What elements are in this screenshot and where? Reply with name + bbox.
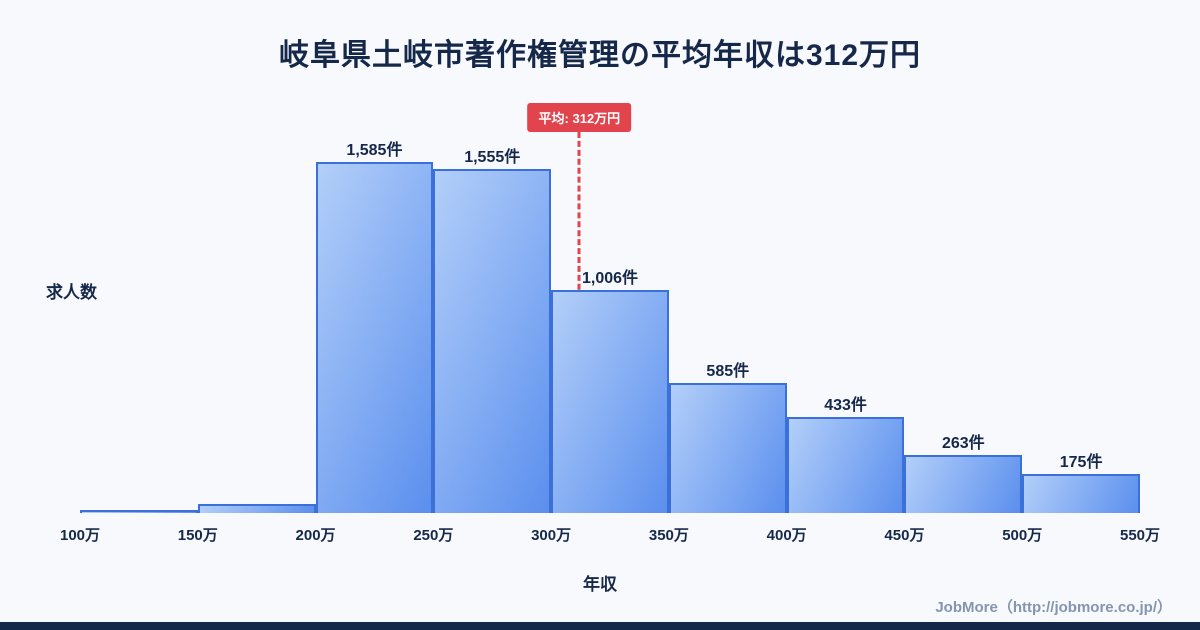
y-axis-label: 求人数 (46, 283, 97, 302)
bottom-accent-bar (0, 622, 1200, 630)
histogram-bar (668, 383, 787, 513)
bar-value-label: 585件 (706, 363, 750, 381)
bar-value-label: 175件 (1059, 454, 1103, 472)
x-axis-tick-label: 350万 (648, 527, 689, 544)
histogram-bar (786, 417, 905, 513)
x-axis-label: 年収 (583, 575, 617, 594)
footer-credit: JobMore（http://jobmore.co.jp/） (935, 599, 1172, 616)
x-axis-tick-label: 200万 (295, 527, 336, 544)
average-badge: 平均: 312万円 (527, 103, 632, 132)
x-axis-tick-label: 100万 (59, 527, 101, 544)
histogram-bar (1022, 474, 1140, 513)
plot-area: 平均: 312万円 1,585件 1,555件 1,006件 585件 433件 263件… (60, 100, 1160, 544)
x-axis-tick-label: 300万 (531, 527, 572, 544)
histogram-bar (551, 290, 669, 513)
bar-value-label: 1,006件 (581, 270, 639, 288)
x-axis-tick-label: 150万 (177, 527, 218, 544)
x-axis-tick-label: 450万 (884, 527, 925, 544)
x-axis-tick-label: 550万 (1119, 527, 1161, 544)
bar-value-label: 263件 (941, 434, 985, 452)
bar-value-label: 1,555件 (464, 148, 521, 166)
histogram-bar (904, 454, 1023, 513)
chart-title: 岐阜県土岐市著作権管理の平均年収は312万円 (278, 39, 922, 72)
x-axis-tick-label: 500万 (1002, 527, 1043, 544)
histogram-bar (433, 168, 552, 513)
histogram-bar (315, 162, 434, 513)
bar-value-label: 433件 (824, 397, 867, 415)
x-axis-tick-label: 250万 (413, 527, 454, 544)
bar-value-label: 1,585件 (346, 142, 403, 159)
x-axis-tick-label: 400万 (766, 527, 807, 544)
histogram-bar (197, 504, 316, 513)
histogram-bar (80, 510, 198, 513)
